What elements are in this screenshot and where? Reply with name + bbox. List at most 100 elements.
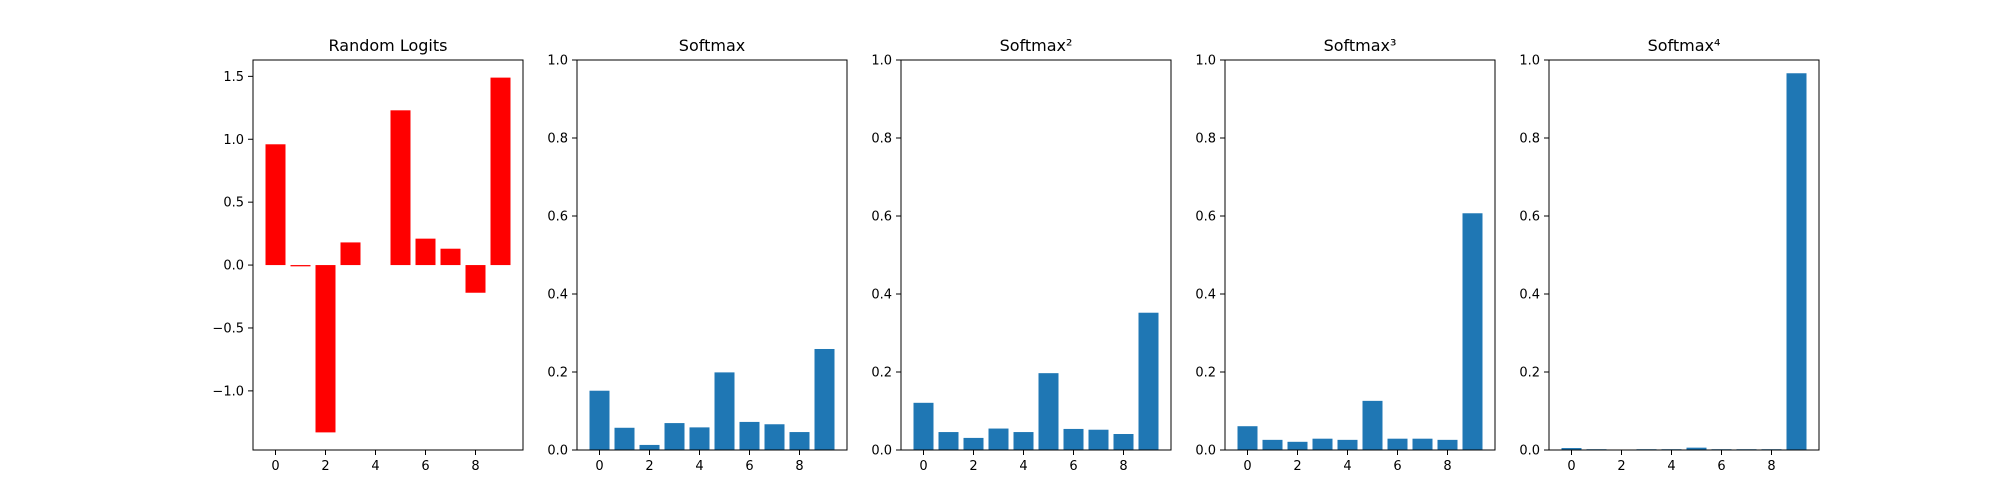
subplot-title: Random Logits bbox=[329, 36, 448, 55]
x-tick-label: 8 bbox=[1119, 459, 1127, 474]
x-tick-label: 2 bbox=[1617, 459, 1625, 474]
bar bbox=[340, 242, 361, 266]
bar bbox=[963, 437, 984, 450]
x-tick-label: 4 bbox=[695, 459, 703, 474]
y-tick-label: 0.6 bbox=[1519, 210, 1540, 225]
bar bbox=[440, 248, 461, 266]
x-tick-label: 6 bbox=[1717, 459, 1725, 474]
bar bbox=[789, 432, 810, 450]
y-tick-label: 1.0 bbox=[871, 54, 892, 69]
y-tick-label: 0.6 bbox=[871, 210, 892, 225]
bar bbox=[664, 423, 685, 450]
bar bbox=[714, 372, 735, 450]
y-tick-label: 0.6 bbox=[547, 210, 568, 225]
bar bbox=[1013, 432, 1034, 450]
y-tick-label: 0.4 bbox=[1195, 288, 1216, 303]
y-tick-label: 1.5 bbox=[223, 70, 244, 85]
bar bbox=[1437, 439, 1458, 450]
x-tick-label: 6 bbox=[421, 459, 429, 474]
bar bbox=[639, 444, 660, 450]
x-tick-label: 4 bbox=[1667, 459, 1675, 474]
y-tick-label: 0.0 bbox=[871, 444, 892, 459]
axes-frame bbox=[1224, 59, 1496, 451]
subplot-softmax-cubed: Softmax³ 0 2 4 6 8 0.0 0.2 0.4 0.6 0.8 1.0 bbox=[1195, 36, 1496, 474]
bar bbox=[814, 348, 835, 450]
y-tick-label: 0.0 bbox=[1195, 444, 1216, 459]
bar bbox=[1786, 73, 1807, 450]
bar bbox=[1138, 312, 1159, 450]
x-tick-label: 2 bbox=[1293, 459, 1301, 474]
subplot-softmax-squared: Softmax² 0 2 4 6 8 0.0 0.2 0.4 0.6 0.8 1.0 bbox=[871, 36, 1172, 474]
y-tick-label: 0.2 bbox=[547, 366, 568, 381]
bar bbox=[490, 77, 511, 266]
bar bbox=[415, 238, 436, 266]
y-tick-label: 0.2 bbox=[1519, 366, 1540, 381]
bar bbox=[1113, 434, 1134, 450]
bar bbox=[265, 144, 286, 266]
bar bbox=[1337, 439, 1358, 450]
bar bbox=[1462, 213, 1483, 450]
x-tick-label: 8 bbox=[471, 459, 479, 474]
x-tick-label: 4 bbox=[1343, 459, 1351, 474]
bar bbox=[913, 402, 934, 450]
y-tick-label: 0.0 bbox=[1519, 444, 1540, 459]
bar bbox=[290, 265, 311, 267]
y-tick-label: 0.8 bbox=[1519, 132, 1540, 147]
x-tick-label: 2 bbox=[645, 459, 653, 474]
bar bbox=[1412, 438, 1433, 450]
y-tick-label: 0.4 bbox=[1519, 288, 1540, 303]
subplot-title: Softmax bbox=[679, 36, 745, 55]
bar bbox=[1262, 439, 1283, 450]
y-tick-label: 0.0 bbox=[223, 259, 244, 274]
bar bbox=[1237, 426, 1258, 450]
x-tick-label: 2 bbox=[321, 459, 329, 474]
y-tick-label: 1.0 bbox=[223, 133, 244, 148]
bar bbox=[1287, 441, 1308, 450]
subplot-title: Softmax⁴ bbox=[1648, 36, 1721, 55]
bar bbox=[1686, 447, 1707, 450]
y-tick-label: 0.2 bbox=[871, 366, 892, 381]
y-tick-label: 0.8 bbox=[1195, 132, 1216, 147]
x-tick-label: 4 bbox=[371, 459, 379, 474]
y-tick-label: −0.5 bbox=[212, 321, 244, 336]
subplot-title: Softmax² bbox=[1000, 36, 1073, 55]
y-tick-label: 0.6 bbox=[1195, 210, 1216, 225]
bar bbox=[988, 428, 1009, 450]
x-tick-label: 8 bbox=[1767, 459, 1775, 474]
y-tick-label: −1.0 bbox=[212, 384, 244, 399]
y-tick-label: 1.0 bbox=[1195, 54, 1216, 69]
bar bbox=[1088, 429, 1109, 450]
bar bbox=[764, 424, 785, 450]
y-tick-label: 1.0 bbox=[1519, 54, 1540, 69]
axes-frame bbox=[252, 59, 524, 451]
bar bbox=[1387, 438, 1408, 450]
bar bbox=[1063, 428, 1084, 450]
x-tick-label: 2 bbox=[969, 459, 977, 474]
axes-frame bbox=[900, 59, 1172, 451]
bar bbox=[739, 421, 760, 450]
bar bbox=[465, 265, 486, 293]
axes-frame bbox=[576, 59, 848, 451]
bar bbox=[614, 427, 635, 450]
y-tick-label: 0.5 bbox=[223, 196, 244, 211]
bar bbox=[1561, 448, 1582, 450]
bar bbox=[689, 427, 710, 450]
bar bbox=[589, 390, 610, 450]
x-tick-label: 8 bbox=[795, 459, 803, 474]
y-tick-label: 0.8 bbox=[547, 132, 568, 147]
axes-frame bbox=[1548, 59, 1820, 451]
bar bbox=[1362, 400, 1383, 450]
x-tick-label: 0 bbox=[595, 459, 603, 474]
y-tick-label: 0.0 bbox=[547, 444, 568, 459]
bar bbox=[1038, 373, 1059, 450]
bar bbox=[315, 265, 336, 433]
x-tick-label: 0 bbox=[271, 459, 279, 474]
subplot-title: Softmax³ bbox=[1324, 36, 1397, 55]
y-tick-label: 1.0 bbox=[547, 54, 568, 69]
x-tick-label: 4 bbox=[1019, 459, 1027, 474]
subplot-softmax: Softmax 0 2 4 6 8 0.0 0.2 0.4 0.6 0.8 1.0 bbox=[547, 36, 848, 474]
y-tick-label: 0.4 bbox=[871, 288, 892, 303]
x-tick-label: 6 bbox=[745, 459, 753, 474]
bar bbox=[938, 432, 959, 450]
